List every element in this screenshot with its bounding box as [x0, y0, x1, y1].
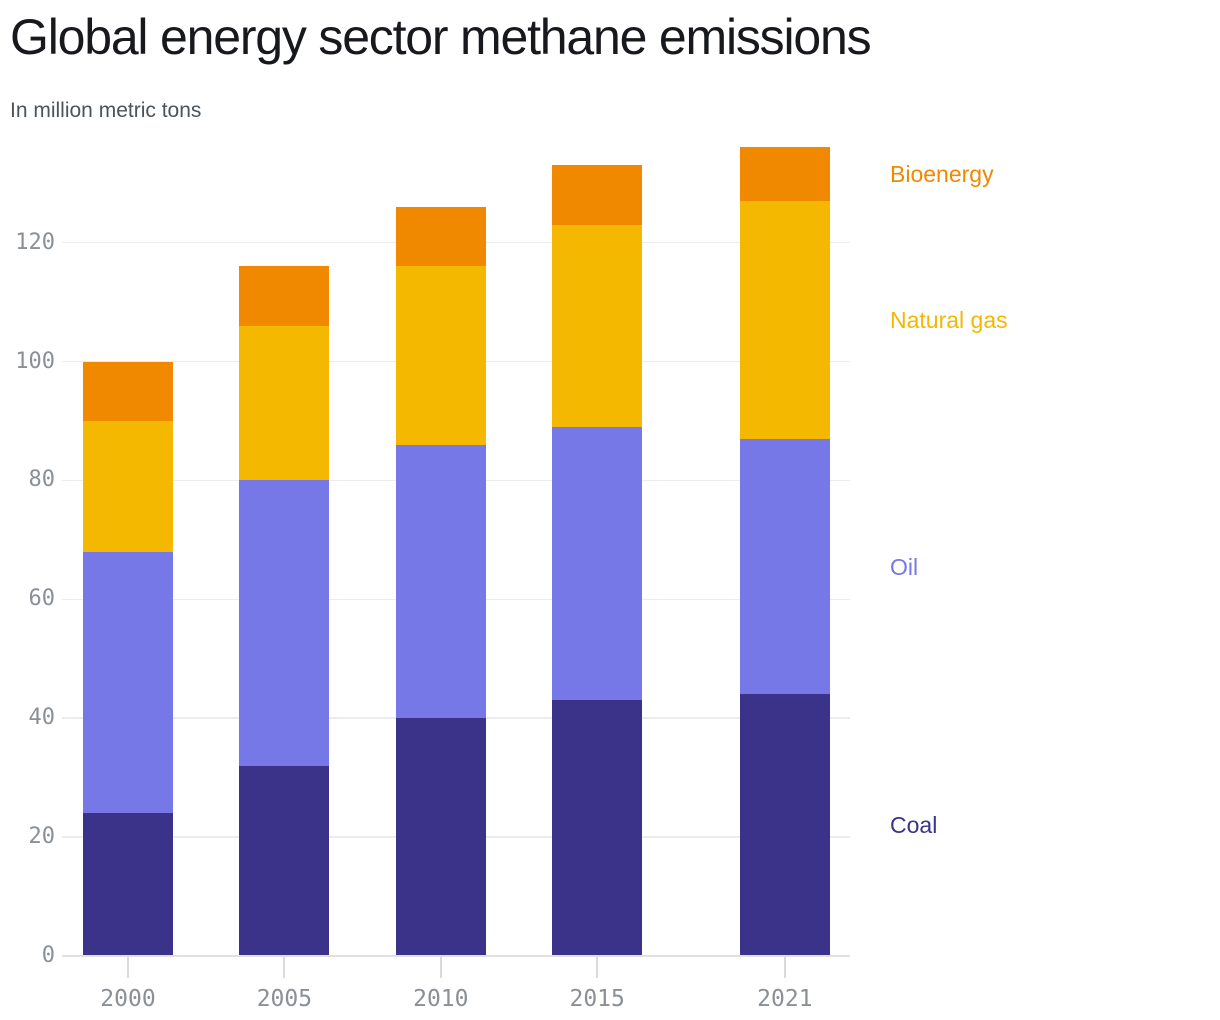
- bar-2010-segment-bioenergy: [395, 206, 486, 267]
- x-tick-2021: [783, 956, 786, 978]
- y-tick-label-100: 100: [15, 348, 55, 374]
- bar-2010-segment-coal: [395, 718, 486, 956]
- bar-2005-segment-coal: [239, 765, 330, 956]
- legend-label-natural-gas: Natural gas: [890, 306, 1008, 333]
- x-tick-label-2015: 2015: [569, 986, 625, 1012]
- x-tick-label-2005: 2005: [256, 986, 313, 1012]
- bar-2015-segment-natural-gas: [552, 224, 643, 427]
- bar-2005-segment-natural-gas: [239, 325, 330, 481]
- bar-2015-segment-oil: [552, 426, 643, 701]
- bar-2021-segment-coal: [739, 694, 830, 956]
- bar-2021-segment-oil: [739, 438, 830, 695]
- bar-2010-segment-oil: [395, 444, 486, 719]
- bar-2010-segment-natural-gas: [395, 266, 486, 445]
- legend-label-oil: Oil: [890, 553, 919, 580]
- x-tick-2010: [439, 956, 442, 978]
- bar-2015-segment-coal: [552, 700, 643, 956]
- bar-2021-segment-natural-gas: [739, 200, 830, 439]
- legend-label-bioenergy: Bioenergy: [890, 161, 994, 188]
- bar-2000-segment-oil: [83, 551, 173, 814]
- x-tick-2005: [283, 956, 286, 978]
- y-tick-label-60: 60: [28, 586, 56, 612]
- x-tick-label-2021: 2021: [757, 986, 813, 1012]
- y-tick-label-0: 0: [41, 943, 55, 968]
- bar-2005-segment-bioenergy: [239, 266, 330, 326]
- x-tick-label-2010: 2010: [413, 986, 469, 1012]
- x-tick-2000: [127, 956, 129, 978]
- x-tick-label-2000: 2000: [100, 986, 156, 1012]
- legend-label-coal: Coal: [890, 812, 938, 839]
- bar-2015-segment-bioenergy: [552, 165, 643, 225]
- y-tick-label-20: 20: [28, 824, 56, 850]
- y-tick-label-80: 80: [28, 467, 56, 493]
- bar-2021-segment-bioenergy: [739, 147, 830, 201]
- bar-2000-segment-coal: [83, 813, 173, 956]
- y-tick-label-120: 120: [15, 229, 55, 255]
- x-tick-2015: [596, 956, 599, 978]
- bar-2000-segment-natural-gas: [83, 420, 173, 552]
- bar-2000-segment-bioenergy: [83, 361, 173, 421]
- chart-title: Global energy sector methane emissions: [10, 9, 872, 65]
- x-axis-baseline: [62, 955, 850, 957]
- bar-2005-segment-oil: [239, 480, 330, 766]
- y-tick-label-40: 40: [28, 705, 56, 731]
- chart-subtitle: In million metric tons: [10, 99, 202, 122]
